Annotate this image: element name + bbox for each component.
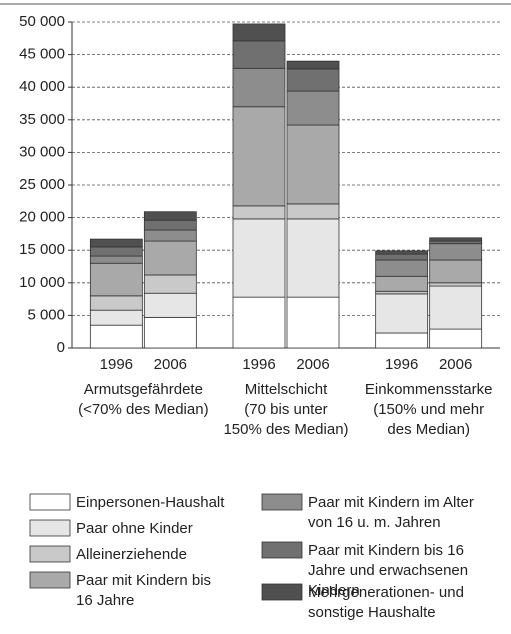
y-tick-label: 20 000 xyxy=(19,209,65,226)
x-tick-label: 2006 xyxy=(439,356,472,373)
bar-segment xyxy=(89,295,143,311)
bar-segment xyxy=(375,293,429,334)
legend-swatch xyxy=(29,519,71,537)
bar-segment xyxy=(375,332,429,349)
legend-label: 16 Jahre xyxy=(76,592,134,609)
legend-label: Einpersonen-Haushalt xyxy=(76,494,225,511)
legend-label: von 16 u. m. Jahren xyxy=(308,514,441,531)
bar-segment xyxy=(143,211,197,221)
legend-label: sonstige Haushalte xyxy=(308,604,436,621)
group-label: 150% des Median) xyxy=(223,421,348,438)
legend-label: Jahre und erwachsenen xyxy=(308,562,468,579)
bar-segment xyxy=(89,309,143,326)
y-tick-label: 5 000 xyxy=(27,306,65,323)
bar-segment xyxy=(375,259,429,277)
y-tick-label: 10 000 xyxy=(19,274,65,291)
bar-segment xyxy=(143,274,197,294)
bar-segment xyxy=(429,243,483,261)
x-tick-label: 1996 xyxy=(242,356,275,373)
group-label: Mittelschicht xyxy=(245,381,328,398)
bar-segment xyxy=(143,229,197,242)
bar-segment xyxy=(143,219,197,231)
bar-segment xyxy=(429,237,483,242)
legend-label: Paar mit Kindern bis 16 xyxy=(308,542,464,559)
legend-label: Kindern xyxy=(308,582,360,599)
bar-segment xyxy=(232,106,286,207)
legend-swatch xyxy=(261,583,303,601)
bar-segment xyxy=(232,40,286,69)
group-label: (70 bis unter xyxy=(244,401,327,418)
bar-segment xyxy=(375,250,429,255)
bar-segment xyxy=(286,68,340,92)
bar-segment xyxy=(286,60,340,70)
y-tick-label: 50 000 xyxy=(19,13,65,30)
legend-label: Mehrgenerationen- und xyxy=(308,584,464,601)
legend-swatch xyxy=(261,541,303,559)
y-tick-label: 40 000 xyxy=(19,78,65,95)
bar-segment xyxy=(375,275,429,292)
legend-label: Paar mit Kindern im Alter xyxy=(308,494,474,511)
bar-segment xyxy=(429,282,483,287)
bar-segment xyxy=(232,205,286,220)
legend-label: Alleinerziehende xyxy=(76,546,187,563)
legend-swatch xyxy=(261,493,303,511)
bar-segment xyxy=(89,262,143,297)
bar-segment xyxy=(143,292,197,318)
bar-segment xyxy=(89,238,143,248)
bar-segment xyxy=(375,253,429,261)
x-tick-label: 1996 xyxy=(100,356,133,373)
y-tick-label: 0 xyxy=(57,339,65,356)
y-tick-label: 25 000 xyxy=(19,176,65,193)
bar-segment xyxy=(286,203,340,220)
bar-segment xyxy=(286,296,340,349)
bar-segment xyxy=(232,296,286,349)
bar-segment xyxy=(143,316,197,349)
bar-segment xyxy=(89,255,143,264)
bar-segment xyxy=(429,285,483,330)
bar-segment xyxy=(286,218,340,298)
legend-label: Paar mit Kindern bis xyxy=(76,572,211,589)
bar-segment xyxy=(143,240,197,276)
x-tick-label: 2006 xyxy=(154,356,187,373)
legend-swatch xyxy=(29,493,71,511)
legend-swatch xyxy=(29,545,71,563)
y-tick-label: 45 000 xyxy=(19,46,65,63)
y-tick-label: 35 000 xyxy=(19,111,65,128)
bar-segment xyxy=(232,67,286,108)
bar-segment xyxy=(232,23,286,42)
y-tick-label: 30 000 xyxy=(19,143,65,160)
bar-segment xyxy=(286,90,340,126)
x-tick-label: 2006 xyxy=(296,356,329,373)
bar-segment xyxy=(89,246,143,257)
group-label: Armutsgefährdete xyxy=(84,381,203,398)
bar-segment xyxy=(232,218,286,298)
bar-segment xyxy=(286,124,340,205)
group-label: des Median) xyxy=(387,421,470,438)
group-label: (<70% des Median) xyxy=(78,401,209,418)
bar-segment xyxy=(89,324,143,349)
bar-segment xyxy=(429,259,483,284)
group-label: Einkommensstarke xyxy=(365,381,493,398)
bar-segment xyxy=(429,328,483,349)
group-label: (150% und mehr xyxy=(373,401,484,418)
x-tick-label: 1996 xyxy=(385,356,418,373)
legend-label: Paar ohne Kinder xyxy=(76,520,193,537)
y-tick-label: 15 000 xyxy=(19,241,65,258)
legend-swatch xyxy=(29,571,71,589)
